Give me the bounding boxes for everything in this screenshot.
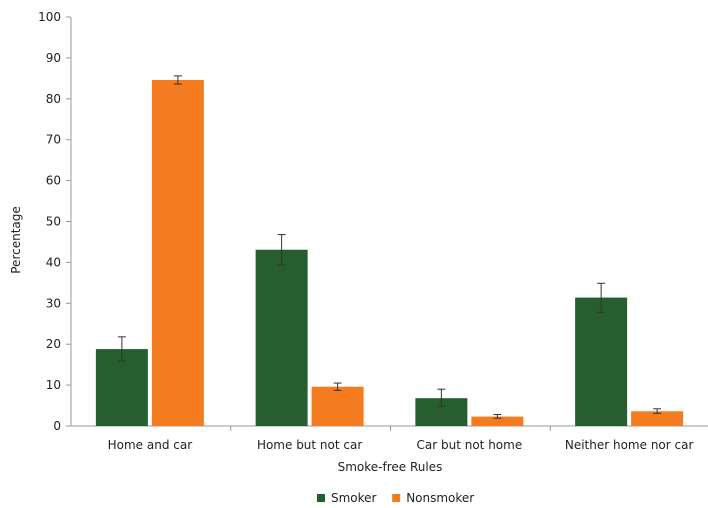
y-tick-label: 100 xyxy=(38,10,61,24)
y-tick-label: 70 xyxy=(46,133,61,147)
legend-label-nonsmoker: Nonsmoker xyxy=(406,491,474,505)
x-axis-title: Smoke-free Rules xyxy=(338,460,443,474)
x-tick-label: Car but not home xyxy=(417,438,523,452)
legend-label-smoker: Smoker xyxy=(331,491,377,505)
legend-swatch-smoker xyxy=(317,494,325,502)
y-axis-title: Percentage xyxy=(9,206,23,274)
y-tick-label: 40 xyxy=(46,255,61,269)
y-tick-label: 20 xyxy=(46,337,61,351)
y-axis-ticks: 0 10 20 30 40 50 60 70 80 90 100 xyxy=(38,10,71,433)
y-tick-label: 0 xyxy=(53,419,61,433)
legend: Smoker Nonsmoker xyxy=(317,491,474,505)
bar-nonsmoker-0 xyxy=(151,79,204,427)
bar-smoker-1 xyxy=(255,249,308,426)
y-tick-label: 90 xyxy=(46,51,61,65)
y-tick-label: 50 xyxy=(46,215,61,229)
bars xyxy=(95,75,684,427)
x-tick-label: Home and car xyxy=(108,438,193,452)
y-tick-label: 10 xyxy=(46,378,61,392)
bar-nonsmoker-2 xyxy=(471,416,524,426)
bar-nonsmoker-1 xyxy=(311,386,364,426)
bar-smoker-3 xyxy=(575,297,628,426)
legend-swatch-nonsmoker xyxy=(392,494,401,502)
bar-smoker-0 xyxy=(95,349,148,426)
x-axis-ticks: Home and car Home but not car Car but not … xyxy=(108,426,694,452)
bar-nonsmoker-3 xyxy=(631,411,684,426)
x-tick-label: Home but not car xyxy=(257,438,362,452)
y-tick-label: 30 xyxy=(46,296,61,310)
x-tick-label: Neither home nor car xyxy=(565,438,694,452)
y-tick-label: 80 xyxy=(46,92,61,106)
y-tick-label: 60 xyxy=(46,174,61,188)
